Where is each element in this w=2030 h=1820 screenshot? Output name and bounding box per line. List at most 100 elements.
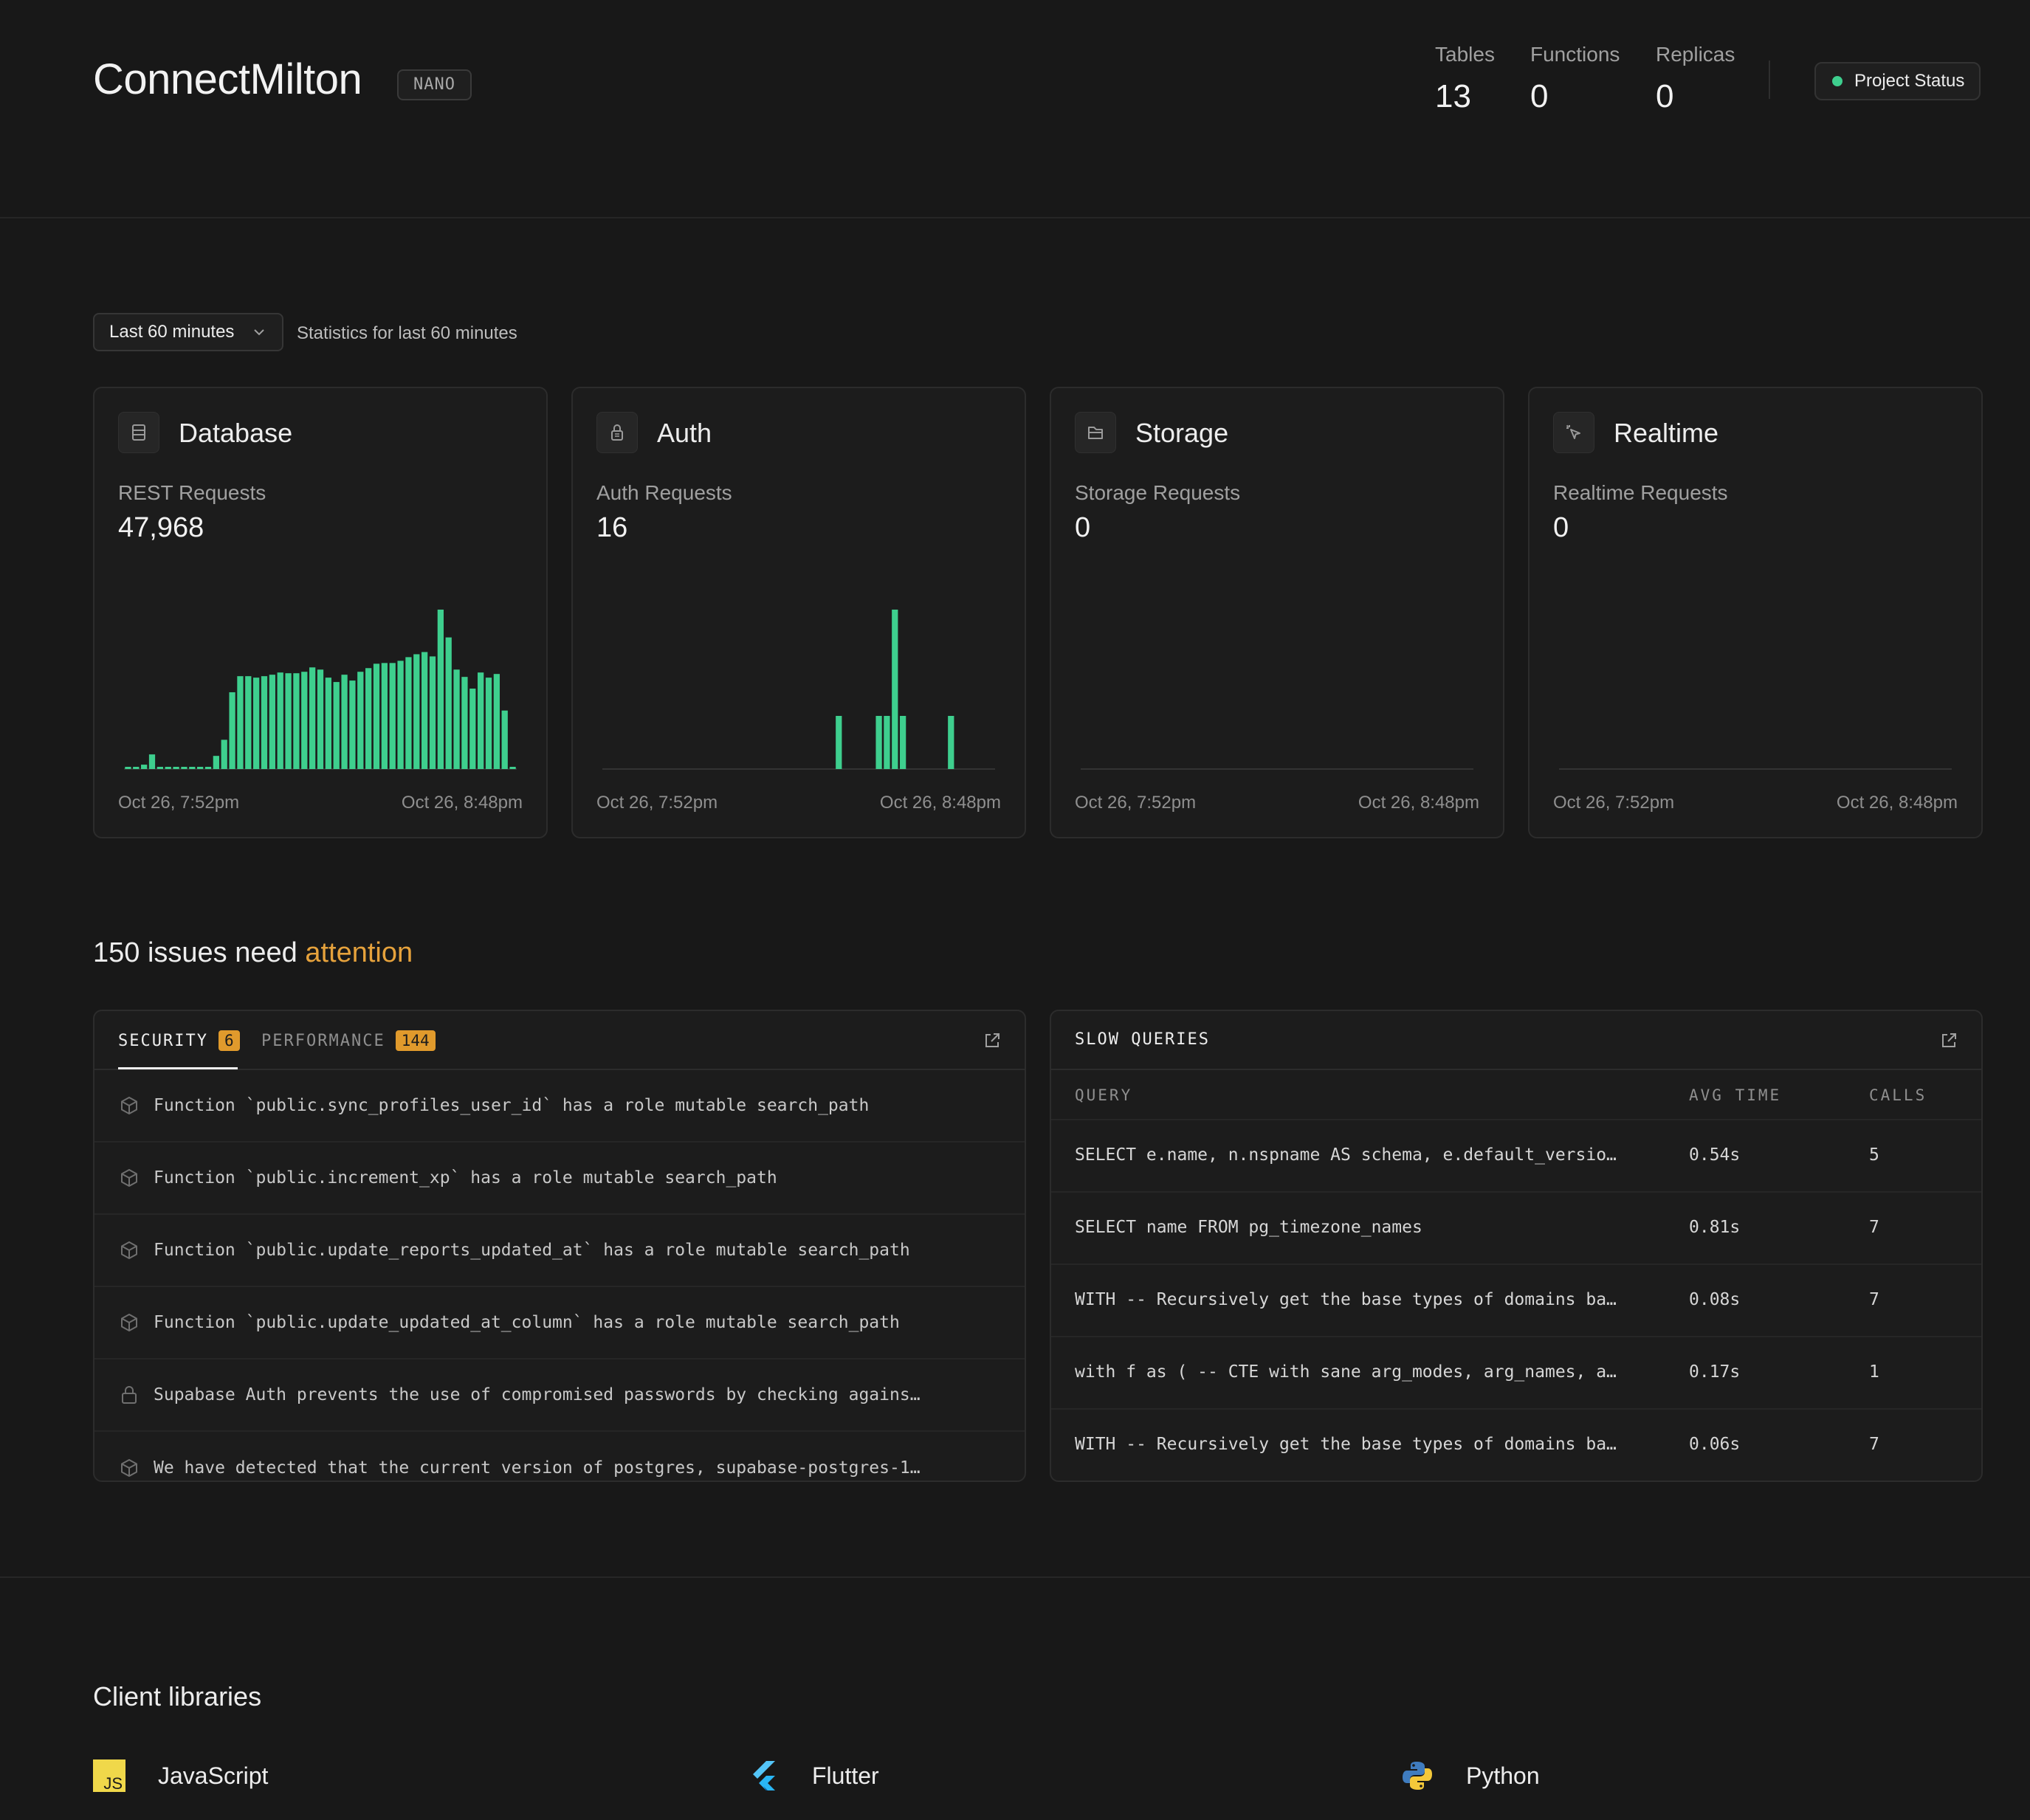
realtime-card[interactable]: Realtime Realtime Requests 0 Oct 26, 7:5… bbox=[1528, 387, 1983, 838]
chart-bar[interactable] bbox=[948, 716, 954, 769]
chart-bar[interactable] bbox=[229, 692, 235, 769]
column-header-calls[interactable]: CALLS bbox=[1869, 1086, 1927, 1104]
chart-bar[interactable] bbox=[213, 756, 219, 769]
table-row[interactable]: WITH -- Recursively get the base types o… bbox=[1051, 1408, 1981, 1481]
chart-bar[interactable] bbox=[309, 667, 316, 769]
chart-bar[interactable] bbox=[461, 677, 468, 769]
avg-time: 0.08s bbox=[1689, 1290, 1741, 1309]
database-card[interactable]: Database REST Requests 47,968 Oct 26, 7:… bbox=[93, 387, 548, 838]
issue-row[interactable]: Function `public.sync_profiles_user_id` … bbox=[94, 1070, 1025, 1142]
issue-row[interactable]: We have detected that the current versio… bbox=[94, 1432, 1025, 1481]
chart-bar[interactable] bbox=[413, 654, 420, 769]
chart-bar[interactable] bbox=[485, 678, 492, 769]
slow-queries-panel: SLOW QUERIES QUERY AVG TIME CALLS SELECT… bbox=[1050, 1010, 1983, 1482]
chart-bar[interactable] bbox=[469, 689, 476, 769]
chart-bar[interactable] bbox=[253, 678, 260, 769]
issue-row[interactable]: Function `public.update_updated_at_colum… bbox=[94, 1287, 1025, 1359]
chart-bar[interactable] bbox=[429, 656, 436, 769]
chart-bar[interactable] bbox=[261, 676, 268, 769]
chart-bar[interactable] bbox=[133, 767, 140, 769]
chart-bar[interactable] bbox=[141, 765, 148, 769]
javascript-icon: JS bbox=[93, 1759, 125, 1792]
chart-bar[interactable] bbox=[373, 663, 380, 769]
project-name: ConnectMilton bbox=[93, 55, 362, 103]
auth-card[interactable]: Auth Auth Requests 16 Oct 26, 7:52pm Oct… bbox=[571, 387, 1026, 838]
chart-bar[interactable] bbox=[285, 673, 292, 769]
chart-bar[interactable] bbox=[509, 767, 516, 769]
chart-bar[interactable] bbox=[445, 637, 452, 769]
auth-requests-chart bbox=[602, 610, 995, 770]
chart-bar[interactable] bbox=[389, 663, 396, 769]
chart-bar[interactable] bbox=[501, 710, 508, 769]
library-python[interactable]: Python bbox=[1401, 1759, 1540, 1792]
chart-bar[interactable] bbox=[349, 680, 356, 769]
table-row[interactable]: SELECT name FROM pg_timezone_names 0.81s… bbox=[1051, 1191, 1981, 1264]
issue-row[interactable]: Supabase Auth prevents the use of compro… bbox=[94, 1359, 1025, 1432]
column-header-query[interactable]: QUERY bbox=[1075, 1086, 1133, 1104]
stat-replicas[interactable]: Replicas 0 bbox=[1656, 43, 1735, 115]
tab-security[interactable]: SECURITY 6 bbox=[118, 1030, 240, 1051]
chart-bar[interactable] bbox=[884, 716, 890, 769]
chart-bar[interactable] bbox=[405, 657, 412, 769]
chart-bar[interactable] bbox=[422, 652, 428, 769]
table-row[interactable]: with f as ( -- CTE with sane arg_modes, … bbox=[1051, 1336, 1981, 1408]
chart-bar[interactable] bbox=[836, 716, 842, 769]
table-row[interactable]: WITH -- Recursively get the base types o… bbox=[1051, 1264, 1981, 1336]
project-status-button[interactable]: Project Status bbox=[1814, 62, 1981, 100]
chart-bar[interactable] bbox=[165, 767, 171, 769]
time-range-select[interactable]: Last 60 minutes bbox=[93, 313, 283, 351]
chart-bar[interactable] bbox=[204, 767, 212, 769]
table-row[interactable]: SELECT e.name, n.nspname AS schema, e.de… bbox=[1051, 1119, 1981, 1191]
chart-x-start: Oct 26, 7:52pm bbox=[118, 793, 240, 813]
issue-row[interactable]: Function `public.increment_xp` has a rol… bbox=[94, 1142, 1025, 1215]
library-javascript[interactable]: JS JavaScript bbox=[93, 1759, 268, 1792]
chart-bar[interactable] bbox=[277, 672, 283, 769]
issues-heading: 150 issues need attention bbox=[93, 937, 413, 969]
chart-bar[interactable] bbox=[237, 676, 244, 769]
chart-bar[interactable] bbox=[293, 673, 300, 769]
folder-icon bbox=[1075, 412, 1116, 453]
chart-bar[interactable] bbox=[357, 672, 364, 769]
chart-bar[interactable] bbox=[381, 663, 388, 769]
library-flutter[interactable]: Flutter bbox=[747, 1759, 879, 1792]
external-link-icon[interactable] bbox=[1938, 1030, 1959, 1051]
chart-bar[interactable] bbox=[301, 672, 308, 769]
chart-bar[interactable] bbox=[453, 669, 460, 769]
card-metric-value: 47,968 bbox=[118, 512, 204, 543]
advisor-tabs: SECURITY 6 PERFORMANCE 144 bbox=[94, 1011, 1025, 1070]
chart-bar[interactable] bbox=[333, 682, 340, 769]
chart-bar[interactable] bbox=[437, 610, 444, 769]
issue-text: We have detected that the current versio… bbox=[154, 1458, 921, 1478]
status-dot-icon bbox=[1832, 76, 1843, 86]
chart-bar[interactable] bbox=[478, 672, 484, 769]
chart-bar[interactable] bbox=[493, 674, 500, 769]
chart-bar[interactable] bbox=[181, 767, 187, 769]
storage-card[interactable]: Storage Storage Requests 0 Oct 26, 7:52p… bbox=[1050, 387, 1504, 838]
tab-performance[interactable]: PERFORMANCE 144 bbox=[261, 1030, 436, 1051]
chart-bar[interactable] bbox=[325, 678, 331, 769]
chart-bar[interactable] bbox=[317, 669, 324, 769]
library-name: JavaScript bbox=[158, 1762, 269, 1789]
chart-bar[interactable] bbox=[245, 676, 252, 769]
chart-bar[interactable] bbox=[197, 767, 204, 769]
external-link-icon[interactable] bbox=[982, 1030, 1002, 1051]
database-icon bbox=[118, 412, 159, 453]
stat-functions[interactable]: Functions 0 bbox=[1530, 43, 1620, 115]
chart-bar[interactable] bbox=[148, 754, 156, 769]
chart-bar[interactable] bbox=[156, 767, 163, 769]
column-header-avg-time[interactable]: AVG TIME bbox=[1689, 1086, 1782, 1104]
chart-bar[interactable] bbox=[397, 661, 404, 769]
chart-bar[interactable] bbox=[125, 767, 131, 769]
calls: 1 bbox=[1869, 1362, 1879, 1382]
chart-bar[interactable] bbox=[892, 610, 898, 769]
chart-bar[interactable] bbox=[221, 740, 227, 769]
chart-bar[interactable] bbox=[173, 767, 179, 769]
chart-bar[interactable] bbox=[875, 716, 882, 769]
chart-bar[interactable] bbox=[900, 716, 906, 769]
chart-bar[interactable] bbox=[341, 675, 348, 769]
stat-tables[interactable]: Tables 13 bbox=[1435, 43, 1495, 115]
chart-bar[interactable] bbox=[365, 668, 372, 769]
chart-bar[interactable] bbox=[269, 675, 275, 769]
issue-row[interactable]: Function `public.update_reports_updated_… bbox=[94, 1215, 1025, 1287]
chart-bar[interactable] bbox=[189, 767, 196, 769]
